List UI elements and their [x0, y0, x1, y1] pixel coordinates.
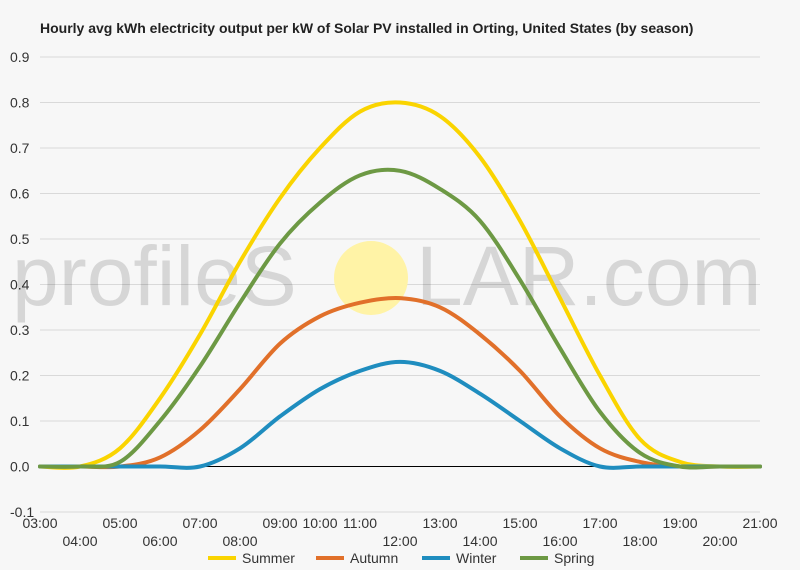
watermark: profileS LAR.com [12, 229, 761, 323]
series-lines [38, 100, 762, 470]
y-tick-label: 0.9 [10, 49, 30, 65]
series-line-spring [38, 167, 762, 470]
x-tick-label: 17:00 [582, 515, 617, 531]
y-axis: -0.1 0.0 0.1 0.2 0.3 0.4 0.5 0.6 0.7 0.8 0.9 [10, 49, 34, 520]
y-tick-label: -0.1 [10, 504, 34, 520]
x-tick-label: 14:00 [462, 533, 497, 549]
legend-label-summer: Summer [242, 550, 295, 566]
x-tick-label: 05:00 [102, 515, 137, 531]
legend-label-autumn: Autumn [350, 550, 398, 566]
x-tick-label: 07:00 [182, 515, 217, 531]
x-tick-label: 19:00 [662, 515, 697, 531]
x-tick-label: 11:00 [343, 515, 377, 531]
x-tick-label: 12:00 [382, 533, 417, 549]
x-tick-label: 20:00 [702, 533, 737, 549]
x-tick-label: 13:00 [422, 515, 457, 531]
watermark-text-left: profileS [12, 229, 297, 323]
series-line-autumn [38, 295, 762, 470]
x-tick-label: 06:00 [142, 533, 177, 549]
watermark-text-right: LAR.com [416, 229, 761, 323]
sun-icon [334, 241, 408, 315]
x-tick-label: 03:00 [22, 515, 57, 531]
y-tick-label: 0.8 [10, 95, 30, 111]
y-tick-label: 0.1 [10, 413, 30, 429]
x-tick-label: 16:00 [542, 533, 577, 549]
x-tick-label: 08:00 [222, 533, 257, 549]
y-tick-label: 0.3 [10, 322, 30, 338]
y-tick-label: 0.0 [10, 459, 30, 475]
y-tick-label: 0.2 [10, 368, 30, 384]
x-tick-label: 15:00 [502, 515, 537, 531]
chart-title: Hourly avg kWh electricity output per kW… [40, 20, 693, 36]
x-tick-label: 04:00 [62, 533, 97, 549]
x-tick-label: 18:00 [622, 533, 657, 549]
y-tick-label: 0.7 [10, 140, 30, 156]
series-line-summer [38, 100, 762, 470]
series-line-winter [38, 359, 762, 470]
x-tick-label: 21:00 [742, 515, 777, 531]
y-tick-label: 0.6 [10, 186, 30, 202]
legend-label-winter: Winter [456, 550, 497, 566]
y-tick-label: 0.4 [10, 277, 30, 293]
x-tick-label: 10:00 [302, 515, 337, 531]
legend-label-spring: Spring [554, 550, 594, 566]
y-tick-label: 0.5 [10, 231, 30, 247]
legend: Summer Autumn Winter Spring [208, 550, 594, 566]
x-tick-label: 09:00 [262, 515, 297, 531]
x-axis: 03:00 05:00 07:00 09:00 10:00 11:00 13:00 15:00… [22, 515, 777, 549]
